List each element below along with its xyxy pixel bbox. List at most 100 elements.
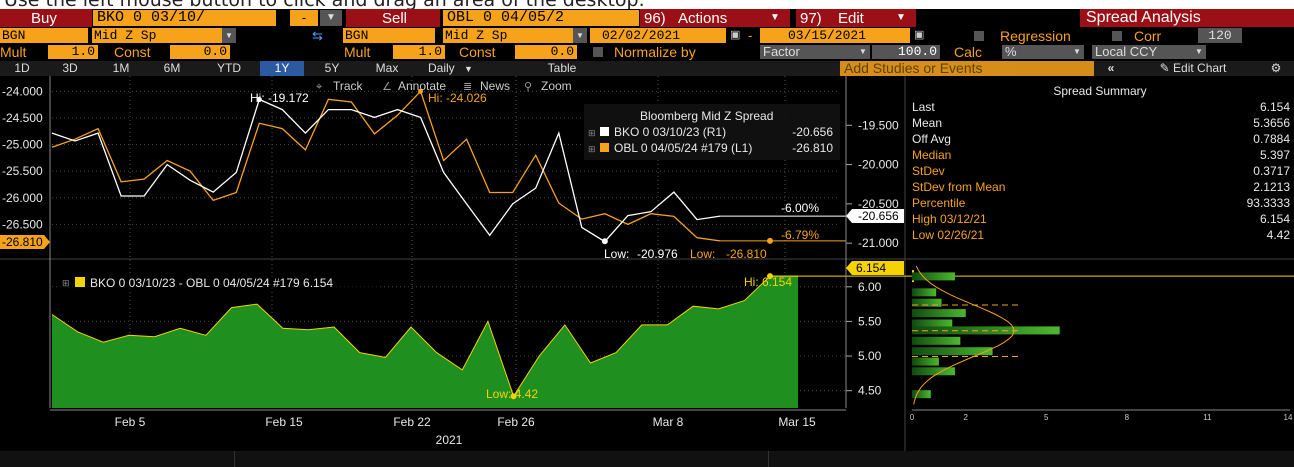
annotate-tool[interactable]: Annotate: [398, 79, 446, 93]
frequency-select[interactable]: Daily ▼: [420, 61, 504, 76]
regression-label: Regression: [1000, 28, 1071, 44]
chevron-down-icon: ▼: [896, 12, 906, 23]
table-button[interactable]: Table: [547, 61, 577, 75]
collapse-icon[interactable]: «: [1107, 61, 1115, 75]
tab-1m[interactable]: 1M: [112, 61, 130, 75]
normalize-checkbox[interactable]: [593, 47, 603, 57]
measure-select-2[interactable]: Mid Z Sp: [443, 28, 573, 43]
expand-icon[interactable]: ⊞: [588, 144, 596, 154]
expand-icon[interactable]: ⊞: [62, 278, 70, 288]
factor-field[interactable]: 100.0: [872, 45, 940, 59]
buy-label: Buy: [31, 10, 57, 27]
multiplier-toolbar: Mult 1.0 Const 0.0 Mult 1.0 Const 0.0 No…: [0, 44, 1294, 60]
summary-key: StDev: [912, 164, 945, 178]
actions-label: Actions: [678, 10, 728, 27]
histogram-tick: 8: [1125, 413, 1130, 422]
summary-row: Low 02/26/21 4.42: [912, 228, 1290, 244]
buy-security-field[interactable]: BKO 0 03/10/: [93, 10, 276, 26]
tab-ytd[interactable]: YTD: [217, 61, 241, 75]
chevron-down-icon[interactable]: ▼: [320, 10, 342, 26]
hi-label-white: Hi: -19.172: [250, 91, 309, 105]
summary-key: High 03/12/21: [912, 212, 987, 226]
edit-number: 97): [800, 10, 822, 27]
security-toolbar: Buy BKO 0 03/10/ - ▼ Sell OBL 0 04/05/2 …: [0, 9, 1294, 27]
histogram-tick: 5: [1044, 413, 1049, 422]
normalize-label: Normalize by: [614, 44, 696, 60]
measure-select-1[interactable]: Mid Z Sp: [92, 28, 222, 43]
mult-field-2[interactable]: 1.0: [393, 45, 445, 59]
x-axis-tick: Feb 26: [497, 415, 535, 429]
swap-icon[interactable]: ⇆: [312, 28, 323, 43]
low-marker-spread: [510, 393, 517, 400]
tab-1d[interactable]: 1D: [14, 61, 30, 75]
tab-3d[interactable]: 3D: [62, 61, 78, 75]
tab-1y[interactable]: 1Y: [260, 61, 304, 76]
spread-tag-text: 6.154: [856, 261, 886, 275]
const-field-1[interactable]: 0.0: [170, 45, 230, 59]
chevron-down-icon[interactable]: ▼: [573, 28, 587, 43]
edit-chart-button[interactable]: ✎ Edit Chart: [1128, 61, 1258, 76]
summary-key: Percentile: [912, 196, 966, 210]
x-axis-tick: Feb 15: [265, 415, 303, 429]
low-label-orange-prefix: Low:: [690, 247, 715, 261]
buy-button[interactable]: Buy: [0, 9, 92, 27]
calc-select[interactable]: %: [1002, 45, 1070, 59]
sell-security-field[interactable]: OBL 0 04/05/2: [443, 10, 639, 26]
low-marker-orange: [767, 237, 773, 244]
const-field-2[interactable]: 0.0: [515, 45, 577, 59]
lower-axis-tick: 4.50: [858, 384, 882, 398]
high-marker-white: [256, 96, 262, 102]
chevron-down-icon[interactable]: ▼: [1192, 45, 1206, 59]
upper-series-lines: [51, 88, 846, 245]
crosshair-icon[interactable]: ⌖: [316, 81, 322, 93]
tab-max[interactable]: Max: [375, 61, 399, 75]
corr-checkbox[interactable]: [1112, 31, 1122, 41]
add-studies-input[interactable]: Add Studies or Events: [840, 61, 1094, 76]
legend-title: Bloomberg Mid Z Spread: [640, 109, 773, 123]
page-title: Spread Analysis: [1086, 9, 1201, 26]
normalize-select[interactable]: Factor: [760, 45, 856, 59]
zoom-tool[interactable]: Zoom: [541, 79, 572, 93]
summary-row: Mean 5.3656: [912, 116, 1290, 132]
calendar-icon[interactable]: ▣: [914, 29, 925, 41]
chevron-down-icon[interactable]: ▼: [856, 45, 870, 59]
lower-legend-swatch: [75, 277, 85, 287]
low-label-orange: -26.810: [726, 247, 767, 261]
tab-6m[interactable]: 6M: [163, 61, 181, 75]
source-field-1[interactable]: BGN: [0, 28, 88, 43]
chevron-down-icon[interactable]: ▼: [222, 28, 236, 43]
summary-row: Last 6.154: [912, 100, 1290, 116]
summary-value: 6.154: [1259, 100, 1290, 114]
tab-5y[interactable]: 5Y: [324, 61, 340, 75]
track-tool[interactable]: Track: [333, 79, 364, 93]
x-axis-tick: Mar 15: [778, 415, 816, 429]
spread-chart[interactable]: -24.000 -24.500 -25.000 -25.500 -26.000 -26.5…: [0, 76, 1294, 451]
hi-spread-label: Hi: 6.154: [744, 275, 792, 289]
sell-button[interactable]: Sell: [346, 9, 440, 27]
summary-row: High 03/12/21 6.154: [912, 212, 1290, 228]
histogram-bar: [912, 390, 931, 399]
start-date-field[interactable]: 02/02/2021: [590, 28, 726, 43]
calc-label: Calc: [954, 44, 983, 60]
chevron-down-icon[interactable]: ▼: [1070, 45, 1084, 59]
lower-axis-tick: 5.50: [858, 314, 882, 328]
expand-icon[interactable]: ⊞: [588, 128, 596, 138]
operator-select[interactable]: -: [290, 10, 318, 26]
currency-select[interactable]: Local CCY: [1092, 45, 1192, 59]
mult-field-1[interactable]: 1.0: [48, 45, 98, 59]
summary-row: StDev from Mean 2.1213: [912, 180, 1290, 196]
regression-checkbox[interactable]: [974, 31, 984, 41]
source-field-2[interactable]: BGN: [343, 28, 435, 43]
legend-background: [584, 104, 840, 160]
actions-menu[interactable]: 96) Actions ▼: [640, 9, 790, 27]
right-axis-tick: -19.500: [858, 118, 899, 132]
legend-swatch-white: [600, 127, 609, 136]
edit-menu[interactable]: 97) Edit ▼: [796, 9, 916, 27]
gear-icon[interactable]: ⚙: [1270, 61, 1282, 75]
news-tool[interactable]: News: [480, 79, 510, 93]
corr-window-field[interactable]: 120: [1198, 28, 1242, 43]
end-date-field[interactable]: 03/15/2021: [760, 28, 910, 43]
calendar-icon[interactable]: ▣: [730, 29, 741, 41]
frequency-label: Daily: [428, 61, 455, 75]
upper-legend: Bloomberg Mid Z Spread ⊞ BKO 0 03/10/23 …: [584, 104, 840, 160]
